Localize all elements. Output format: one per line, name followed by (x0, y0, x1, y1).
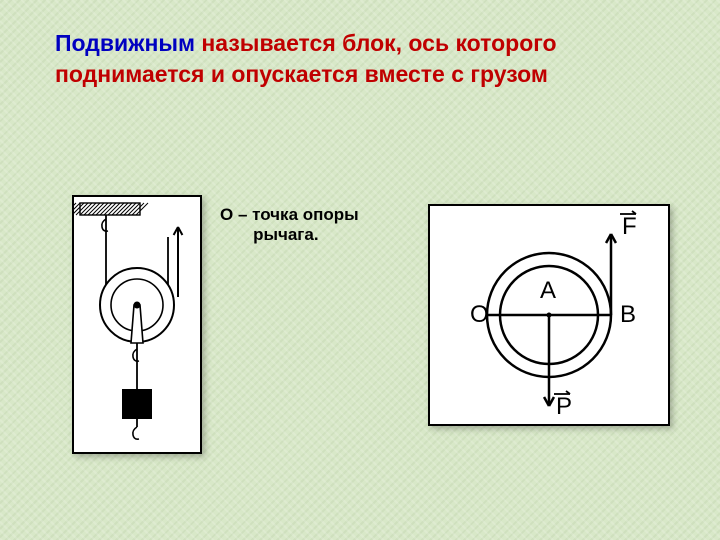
caption-line2: рычага. (253, 225, 319, 244)
right-diagram-panel: F P O A B (428, 204, 670, 426)
title-word-highlight: Подвижным (55, 30, 195, 56)
svg-text:F: F (622, 213, 637, 240)
svg-text:A: A (540, 277, 556, 304)
svg-text:B: B (620, 301, 636, 328)
svg-text:O: O (470, 301, 489, 328)
caption-line1: О – точка опоры (220, 205, 359, 224)
svg-text:P: P (556, 393, 572, 420)
caption: О – точка опоры рычага. (220, 205, 359, 246)
slide-title: Подвижным называется блок, ось которого … (55, 28, 635, 90)
left-diagram-svg (74, 197, 200, 452)
left-diagram-panel (72, 195, 202, 454)
right-diagram-svg: F P O A B (430, 206, 668, 424)
